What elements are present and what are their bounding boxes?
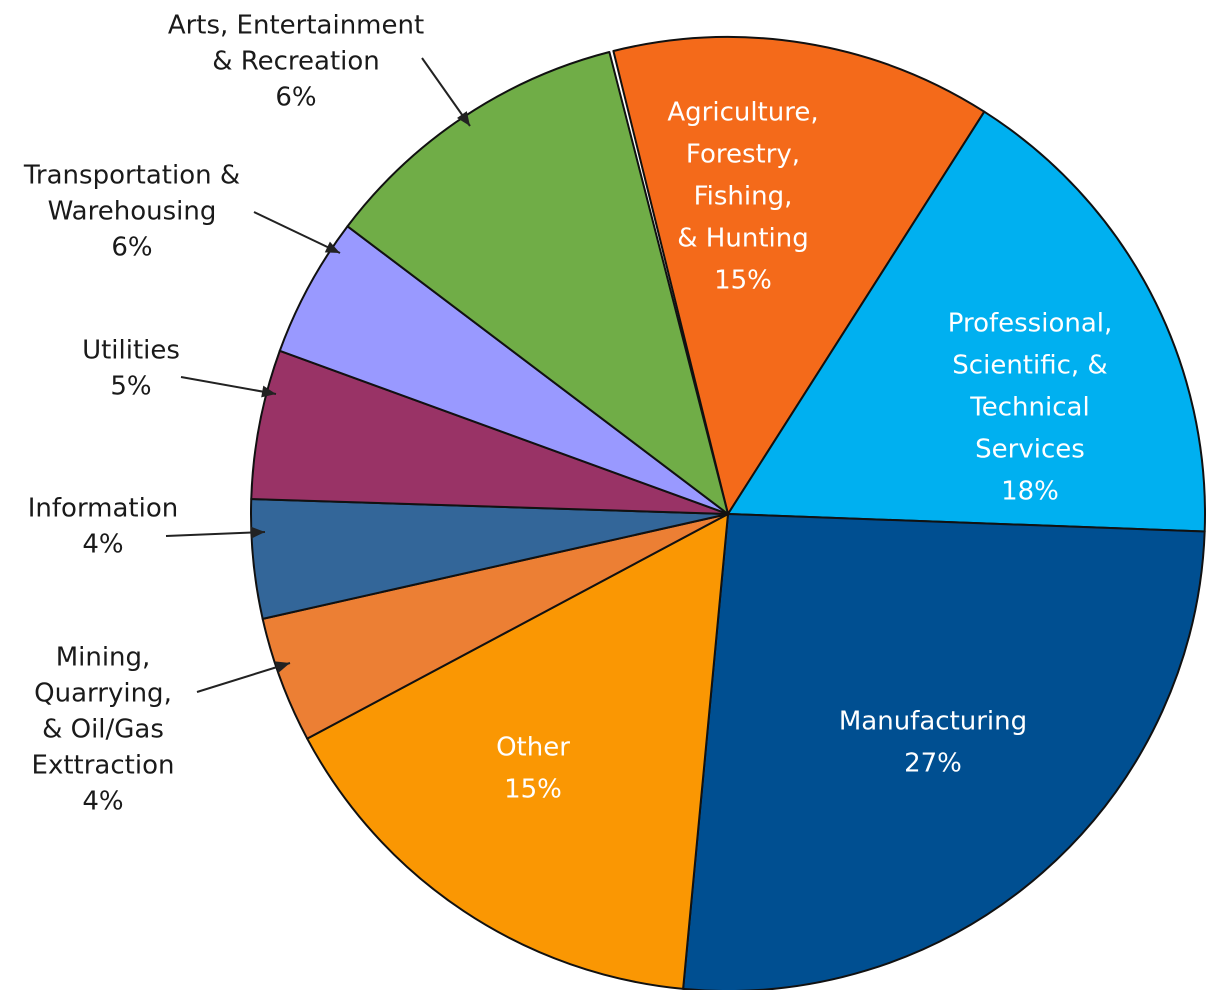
callout-category-label: Arts, Entertainment [168,11,424,41]
arrowhead-icon [274,661,290,673]
callout-pct-label: 4% [82,530,123,560]
callout-category-label: Warehousing [48,197,217,227]
slice-category-label: Forestry, [686,140,800,170]
leader-line [196,662,291,693]
callout-pct-label: 6% [111,233,152,263]
slice-category-label: Scientific, & [952,351,1107,381]
slice-pct-label: 15% [714,266,772,296]
leader-line [165,531,266,537]
arrowhead-icon [324,241,340,253]
arrowhead-icon [457,111,470,126]
callout-category-label: Transportation & [23,161,240,191]
callout-category-label: Quarrying, [34,679,172,709]
pie-slice-2 [682,513,1206,990]
leader-lines [165,57,471,693]
slice-category-label: Other [496,733,570,763]
callout-category-label: & Oil/Gas [42,715,164,745]
slice-pct-label: 27% [904,749,962,779]
callout-pct-label: 5% [110,372,151,402]
callout-category-label: & Recreation [212,47,380,77]
pie-slice-1 [727,110,1207,533]
callout-category-label: Utilities [82,336,180,366]
arrowhead-icon [250,526,265,539]
slice-category-label: Technical [969,393,1089,423]
leader-line [180,376,277,395]
callout-pct-label: 6% [275,83,316,113]
slice-category-label: Manufacturing [839,707,1027,737]
slice-category-label: Fishing, [694,182,793,212]
leader-line [253,211,341,254]
slice-pct-label: 18% [1001,477,1059,507]
pie-slice-0 [612,36,986,515]
slice-category-label: Services [975,435,1085,465]
slice-category-label: Professional, [948,309,1113,339]
callout-category-label: Information [28,494,179,524]
slice-pct-label: 15% [504,775,562,805]
callout-category-label: Exttraction [32,751,175,781]
callout-category-label: Mining, [56,643,151,673]
pie-slice-3 [306,513,729,990]
callout-pct-label: 4% [82,787,123,817]
slice-labels: Agriculture, Forestry, Fishing, & Hunting 15… [23,11,1112,817]
slice-category-label: Agriculture, [667,98,818,128]
pie-slice-6 [250,349,729,515]
slice-category-label: & Hunting [677,224,808,254]
arrowhead-icon [261,385,276,398]
pie-slices [250,36,1207,990]
